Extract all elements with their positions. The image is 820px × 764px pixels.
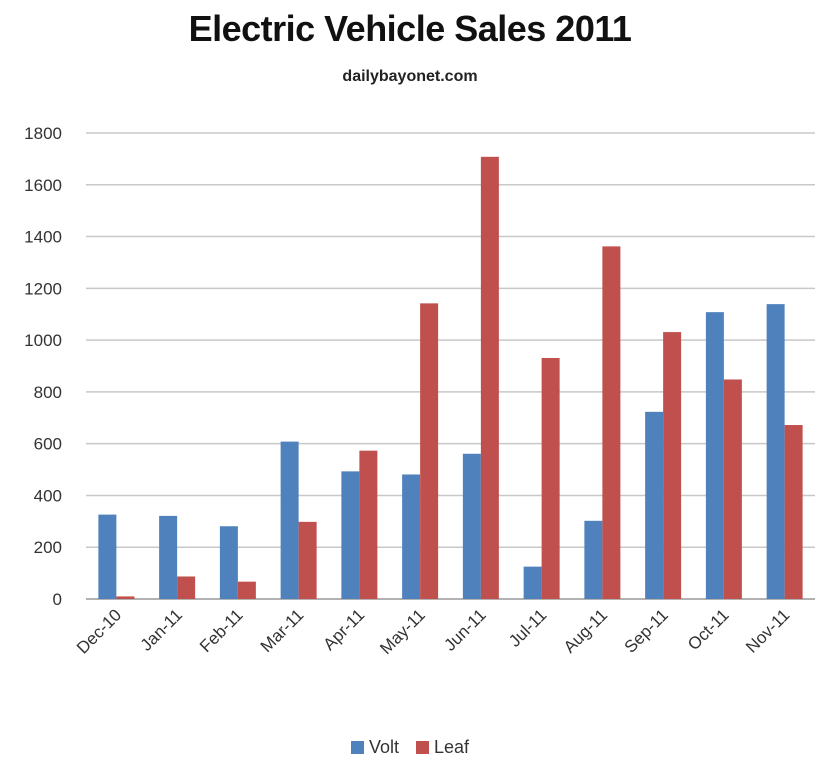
bar-leaf	[663, 332, 682, 599]
x-tick-label: Aug-11	[560, 605, 611, 656]
bar-volt	[341, 471, 360, 599]
y-tick-label: 0	[53, 590, 62, 609]
y-tick-label: 200	[34, 538, 62, 557]
y-tick-label: 1600	[24, 176, 62, 195]
x-tick-label: Mar-11	[257, 605, 308, 656]
legend-label-leaf: Leaf	[434, 737, 470, 757]
bar-leaf	[541, 357, 560, 599]
bar-leaf	[602, 246, 621, 600]
x-tick-label: Nov-11	[742, 605, 793, 656]
x-tick-label: Dec-10	[73, 605, 125, 657]
bar-leaf	[298, 521, 317, 599]
x-tick-label: Oct-11	[684, 605, 733, 654]
bar-volt	[159, 515, 178, 599]
legend-label-volt: Volt	[368, 737, 399, 757]
y-tick-label: 1200	[24, 279, 62, 298]
bar-volt	[523, 566, 542, 599]
legend-swatch-leaf	[416, 741, 429, 754]
bar-leaf	[359, 450, 378, 599]
bar-leaf	[420, 303, 439, 599]
bar-volt	[584, 520, 603, 599]
legend-item-volt: Volt	[350, 737, 399, 758]
bar-leaf	[116, 596, 135, 599]
bar-volt	[645, 411, 664, 599]
y-tick-label: 400	[34, 486, 62, 505]
bar-leaf	[480, 156, 499, 599]
bar-leaf	[784, 425, 803, 599]
bar-leaf	[723, 379, 742, 599]
chart-title: Electric Vehicle Sales 2011	[188, 8, 632, 49]
legend-swatch-volt	[350, 741, 364, 754]
x-tick-label: Sep-11	[621, 605, 672, 656]
bar-leaf	[237, 581, 256, 599]
bar-volt	[462, 453, 481, 599]
y-tick-label: 1800	[24, 124, 62, 143]
y-tick-label: 1400	[24, 228, 62, 247]
y-tick-label: 1000	[24, 331, 62, 350]
x-tick-label: Jul-11	[505, 605, 550, 650]
chart-subtitle: dailybayonet.com	[342, 68, 478, 85]
y-tick-label: 600	[34, 435, 62, 454]
bar-volt	[705, 312, 724, 599]
y-tick-label: 800	[34, 383, 62, 402]
legend: Volt Leaf	[0, 737, 820, 759]
bar-volt	[280, 441, 299, 599]
x-tick-label: May-11	[376, 605, 429, 658]
x-tick-label: Apr-11	[320, 605, 369, 654]
x-tick-label: Jun-11	[440, 605, 489, 654]
bar-volt	[98, 514, 117, 599]
legend-item-leaf: Leaf	[416, 737, 469, 758]
x-tick-label: Jan-11	[137, 605, 186, 654]
bar-volt	[766, 304, 785, 599]
bar-volt	[219, 526, 238, 599]
bar-volt	[402, 474, 421, 599]
x-tick-label: Feb-11	[196, 605, 247, 656]
bar-leaf	[177, 576, 196, 599]
